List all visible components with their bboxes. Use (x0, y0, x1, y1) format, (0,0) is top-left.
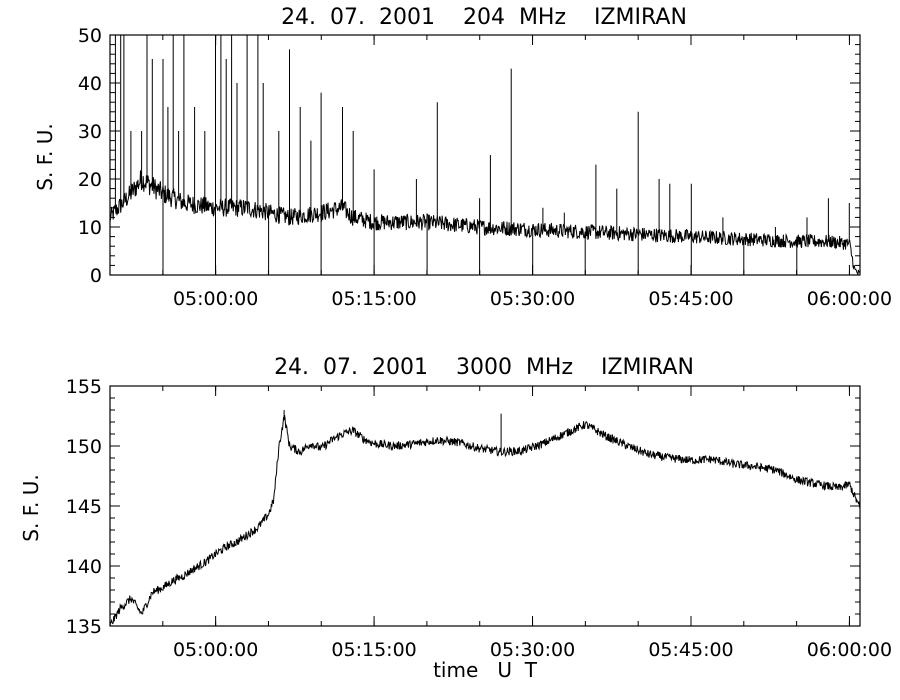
plot-frame-3000mhz (109, 385, 861, 627)
axis-ticks-3000mhz: 135 140 145 150 155 05:00:00 05:15:00 05:30:00 0… (66, 376, 892, 661)
y-tick-label: 140 (66, 556, 102, 578)
x-tick-label: 06:00:00 (807, 639, 892, 661)
y-tick-label: 20 (78, 169, 102, 191)
x-tick-label: 05:45:00 (648, 288, 733, 310)
x-tick-label: 05:00:00 (173, 639, 258, 661)
series-line-3000mhz (109, 410, 861, 627)
y-tick-label: 0 (90, 265, 102, 287)
x-tick-label: 05:15:00 (331, 288, 416, 310)
x-tick-label: 05:00:00 (173, 288, 258, 310)
y-tick-label: 40 (78, 73, 102, 95)
y-tick-label: 10 (78, 217, 102, 239)
chart-title-204mhz: 24. 07. 2001 204 MHz IZMIRAN (281, 5, 687, 30)
x-tick-label: 05:30:00 (490, 639, 575, 661)
x-tick-label: 05:15:00 (331, 639, 416, 661)
x-tick-label: 05:30:00 (490, 288, 575, 310)
x-tick-label: 05:45:00 (648, 639, 733, 661)
y-tick-label: 150 (66, 436, 102, 458)
plot-frame-204mhz (109, 34, 861, 276)
y-axis-label-3000mhz: S. F. U. (19, 474, 43, 541)
x-axis-label: time U T (433, 658, 538, 682)
y-tick-label: 135 (66, 616, 102, 638)
y-tick-label: 155 (66, 376, 102, 398)
series-line-204mhz (109, 35, 861, 275)
panel-204mhz: 24. 07. 2001 204 MHz IZMIRAN S. F. U. 0 1… (33, 5, 892, 310)
y-axis-label-204mhz: S. F. U. (33, 123, 57, 190)
axis-ticks-204mhz: 0 10 20 30 40 50 05:00:00 05:15:00 05:30:00 05:45… (78, 25, 892, 310)
x-tick-label: 06:00:00 (807, 288, 892, 310)
panel-3000mhz: 24. 07. 2001 3000 MHz IZMIRAN S. F. U. 1… (19, 355, 892, 682)
y-tick-label: 30 (78, 121, 102, 143)
y-tick-label: 50 (78, 25, 102, 47)
chart-title-3000mhz: 24. 07. 2001 3000 MHz IZMIRAN (274, 355, 694, 380)
y-tick-label: 145 (66, 496, 102, 518)
